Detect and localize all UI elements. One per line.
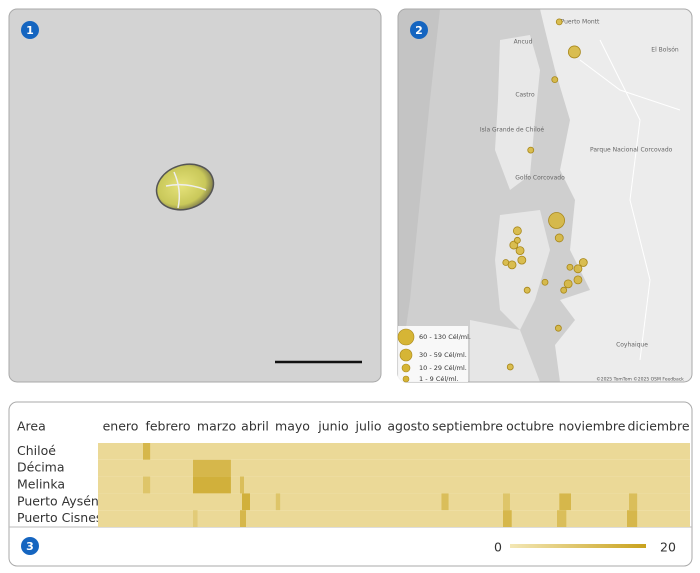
bubble <box>560 286 568 294</box>
place-label: El Bolsón <box>651 47 679 54</box>
bubble <box>566 263 574 271</box>
bubble <box>573 264 583 274</box>
column-header: Area <box>17 419 46 434</box>
month-header: mayo <box>275 419 310 434</box>
scale-min: 0 <box>494 540 502 555</box>
month-header: octubre <box>506 419 554 434</box>
month-header: julio <box>355 419 382 434</box>
legend-swatch <box>397 328 415 346</box>
heat-cell <box>503 510 512 527</box>
row-label: Puerto Cisnes <box>17 510 102 525</box>
legend-swatch <box>399 348 413 362</box>
bubble <box>507 260 517 270</box>
heat-cell <box>143 476 151 494</box>
legend-swatch <box>401 363 411 373</box>
heat-base <box>98 443 690 460</box>
row-label: Chiloé <box>17 443 56 458</box>
heat-cell <box>627 510 638 527</box>
month-header: agosto <box>387 419 429 434</box>
place-label: Parque Nacional Corcovado <box>590 147 673 154</box>
bubble <box>515 246 525 256</box>
heat-cell <box>240 510 246 527</box>
bubble <box>506 363 514 371</box>
month-header: noviembre <box>559 419 626 434</box>
bubble <box>523 286 531 294</box>
badge <box>21 21 39 39</box>
bubble <box>563 279 573 289</box>
bubble <box>502 259 510 266</box>
bubble <box>512 226 522 236</box>
heat-cell <box>275 493 281 511</box>
legend-label: 30 - 59 Cél/ml. <box>419 351 467 359</box>
row-label: Melinka <box>17 477 65 492</box>
attribution: ©2025 TomTom ©2025 OSM Feedback <box>596 376 684 383</box>
row-label: Décima <box>17 460 65 475</box>
badge <box>21 537 39 555</box>
month-header: marzo <box>197 419 236 434</box>
scale-max: 20 <box>660 540 676 555</box>
row-label: Puerto Aysén <box>17 493 99 508</box>
map-panel <box>397 8 693 383</box>
bubble <box>548 212 565 229</box>
month-header: enero <box>103 419 139 434</box>
micrograph-cell <box>155 163 215 211</box>
place-label: Golfo Corcovado <box>515 175 565 182</box>
bubble <box>554 233 564 243</box>
heat-cell <box>242 493 250 511</box>
heat-cell <box>441 493 449 511</box>
bubble <box>555 18 563 26</box>
month-header: febrero <box>145 419 190 434</box>
bubble <box>513 236 521 244</box>
bubble <box>517 255 527 265</box>
heat-base <box>98 459 690 477</box>
place-label: Castro <box>515 92 535 99</box>
month-header: junio <box>317 419 348 434</box>
month-header: abril <box>241 419 269 434</box>
place-label: Isla Grande de Chiloé <box>480 127 545 134</box>
legend-label: 60 - 130 Cél/ml. <box>419 333 471 341</box>
legend-swatch <box>402 375 410 383</box>
heat-cell <box>193 510 198 527</box>
month-header: diciembre <box>627 419 689 434</box>
heat-cell <box>193 476 231 494</box>
badge <box>410 21 428 39</box>
legend-label: 1 - 9 Cél/ml. <box>419 375 459 383</box>
place-label: Ancud <box>514 39 533 46</box>
bubble <box>541 278 549 286</box>
badge-text: 3 <box>26 540 34 553</box>
heat-cell <box>240 476 244 494</box>
month-header: septiembre <box>432 419 503 434</box>
bubble <box>578 258 588 267</box>
bubble <box>527 146 535 154</box>
heat-cell <box>559 493 571 511</box>
heat-cell <box>143 443 151 460</box>
heat-base <box>98 510 690 527</box>
place-label: Puerto Montt <box>561 19 600 26</box>
heat-cell <box>629 493 638 511</box>
bubble <box>551 76 559 84</box>
heat-cell <box>503 493 510 511</box>
badge-text: 1 <box>26 24 34 37</box>
heat-base <box>98 493 690 511</box>
badge-text: 2 <box>415 24 423 37</box>
bubble <box>554 324 562 332</box>
color-scale <box>510 544 646 548</box>
bubble <box>568 45 581 59</box>
legend-label: 10 - 29 Cél/ml. <box>419 364 467 372</box>
map <box>398 9 692 382</box>
heat-base <box>98 476 690 494</box>
bubble <box>573 275 583 285</box>
heat-cell <box>557 510 567 527</box>
heat-cell <box>193 459 231 477</box>
place-label: Coyhaique <box>616 342 648 349</box>
